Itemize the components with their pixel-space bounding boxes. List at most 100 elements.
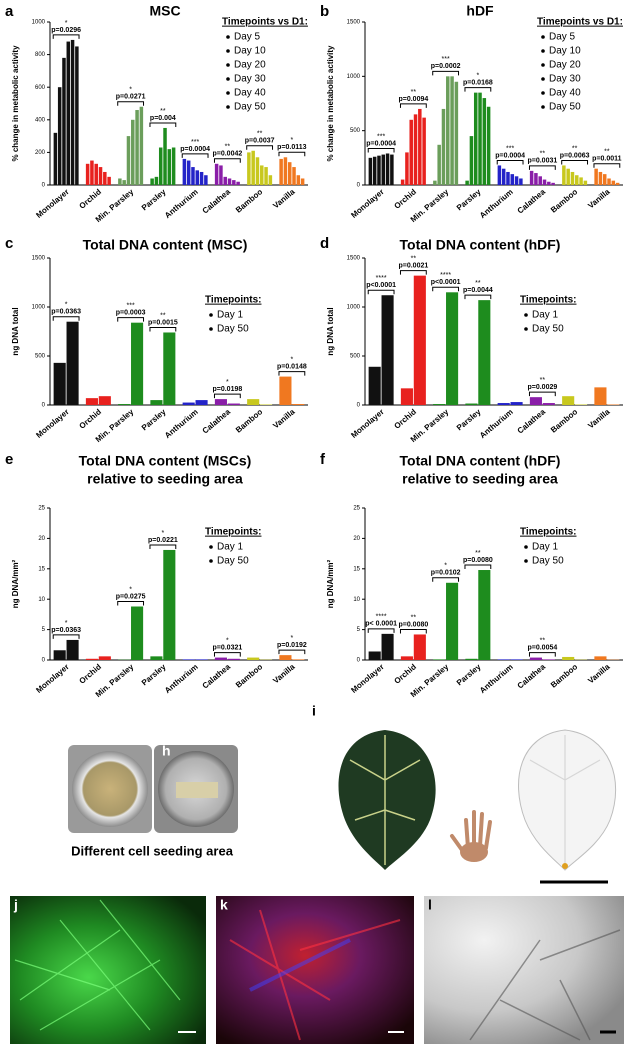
bar <box>381 295 394 405</box>
x-tick-label: Bamboo <box>234 187 264 215</box>
panel-label: i <box>312 703 316 719</box>
legend-entry: Day 30 <box>549 74 581 85</box>
significance-stars: * <box>129 87 132 94</box>
legend-entry: Day 1 <box>532 542 559 553</box>
legend-title: Timepoints vs D1: <box>537 17 623 28</box>
p-value: p=0.0002 <box>431 63 461 70</box>
p-value: p=0.0198 <box>212 386 242 393</box>
p-value: p=0.0148 <box>277 363 307 370</box>
legend-title: Timepoints: <box>205 527 261 538</box>
panel-label: l <box>428 897 432 913</box>
bar <box>615 182 620 185</box>
legend-bullet <box>524 327 528 331</box>
bar <box>547 181 551 185</box>
significance-bracket <box>561 159 589 165</box>
bar <box>247 399 260 405</box>
bar <box>506 171 510 185</box>
significance-bracket <box>149 122 177 127</box>
bar <box>296 175 301 185</box>
photo-h <box>154 745 238 833</box>
significance-stars: ** <box>411 89 417 96</box>
y-tick-label: 0 <box>42 183 46 189</box>
y-tick-label: 1500 <box>347 256 361 262</box>
chart: d Total DNA content (hDF) ng DNA total 0 500… <box>320 235 623 444</box>
p-value: p=0.0221 <box>148 537 178 544</box>
p-value: p=0.0031 <box>527 158 557 165</box>
bar <box>562 656 575 660</box>
bar <box>171 147 176 185</box>
significance-stars: ** <box>540 637 546 644</box>
y-tick-label: 800 <box>35 52 46 58</box>
bar <box>195 400 208 405</box>
p-value: p=0.0363 <box>51 627 81 634</box>
significance-stars: * <box>65 20 68 27</box>
bar <box>279 158 283 185</box>
bar <box>292 659 305 660</box>
legend-bullet <box>524 559 528 563</box>
x-tick-label: Monolayer <box>349 187 385 220</box>
legend-bullet <box>541 35 545 39</box>
legend-entry: Day 20 <box>549 60 581 71</box>
bar <box>53 362 66 405</box>
significance-stars: **** <box>440 272 451 279</box>
bar <box>450 76 454 185</box>
bar <box>594 656 607 660</box>
bar <box>510 174 515 185</box>
bar <box>433 659 446 660</box>
significance-bracket <box>367 628 395 633</box>
chart: c Total DNA content (MSC) ng DNA total 0 500… <box>5 235 308 444</box>
x-tick-label: Anthurium <box>163 187 200 220</box>
bar <box>551 182 555 185</box>
x-tick-label: Bamboo <box>234 407 264 435</box>
bar <box>478 570 491 660</box>
y-tick-label: 5 <box>42 627 46 633</box>
significance-stars: * <box>477 72 480 79</box>
x-tick-label: Parsley <box>455 662 483 688</box>
bar <box>214 657 227 660</box>
p-value: p=0.0321 <box>212 644 242 651</box>
significance-stars: **** <box>376 275 387 282</box>
significance-bracket <box>432 286 460 292</box>
photo-k <box>216 896 414 1044</box>
significance-stars: ** <box>475 550 481 557</box>
p-value: p=0.0011 <box>592 156 621 163</box>
bar <box>167 149 172 185</box>
bar <box>594 168 598 185</box>
bar <box>66 41 71 186</box>
bar <box>94 163 98 185</box>
p-value: p=0.0029 <box>527 384 557 391</box>
bar <box>529 397 542 405</box>
p-value: p=0.0004 <box>180 146 210 153</box>
bar <box>446 76 450 185</box>
y-tick-label: 0 <box>42 403 46 409</box>
bar <box>583 180 588 185</box>
bar <box>405 152 409 185</box>
bar <box>139 106 144 185</box>
x-tick-label: Calathea <box>516 407 548 436</box>
chart-title: MSC <box>149 3 180 19</box>
y-tick-label: 20 <box>353 536 360 542</box>
bar <box>433 180 437 185</box>
significance-stars: ** <box>604 149 610 156</box>
y-tick-label: 1000 <box>347 74 361 80</box>
y-axis-label: % change in metabolic activity <box>11 45 20 162</box>
legend-entry: Day 50 <box>217 324 249 335</box>
x-tick-label: Monolayer <box>349 662 385 695</box>
x-tick-label: Anthurium <box>163 407 200 440</box>
x-tick-label: Bamboo <box>549 662 579 690</box>
legend-entry: Day 1 <box>217 542 244 553</box>
p-value: p=0.0004 <box>366 140 396 147</box>
chart-title: Total DNA content (MSC) <box>83 237 248 253</box>
legend-bullet <box>226 49 230 53</box>
bar <box>368 651 381 660</box>
bar <box>131 606 144 660</box>
y-tick-label: 1000 <box>347 305 361 311</box>
significance-bracket <box>367 289 395 295</box>
chart-subtitle: relative to seeding area <box>87 471 243 487</box>
significance-stars: ** <box>475 280 481 287</box>
panel-label: e <box>5 451 13 468</box>
bar <box>62 57 66 185</box>
significance-stars: * <box>291 137 294 144</box>
y-tick-label: 1500 <box>32 256 46 262</box>
bar <box>268 175 273 185</box>
